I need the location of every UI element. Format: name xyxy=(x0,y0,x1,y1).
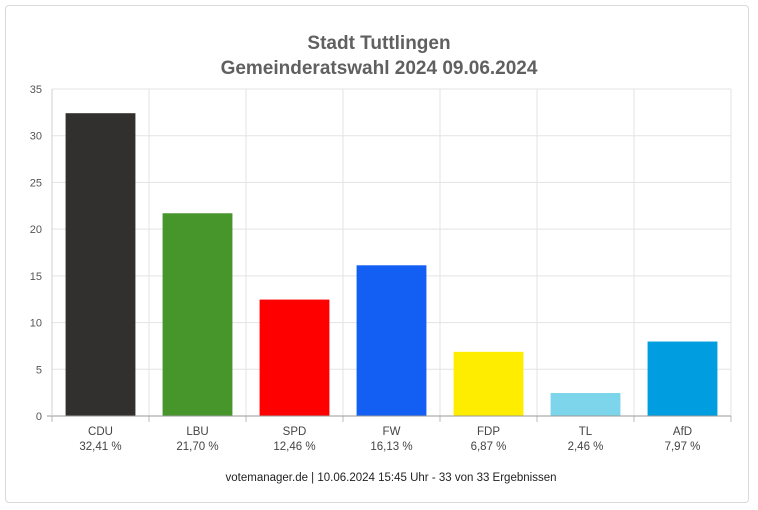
y-tick-label: 15 xyxy=(30,271,42,283)
chart-subtitle: Gemeinderatswahl 2024 09.06.2024 xyxy=(221,58,538,79)
bar-spd xyxy=(259,299,330,416)
y-tick-label: 5 xyxy=(36,364,42,376)
value-label: 7,97 % xyxy=(665,441,701,453)
bar-afd xyxy=(647,341,718,416)
category-label: SPD xyxy=(283,426,307,438)
bar-cdu xyxy=(65,113,136,416)
chart-title: Stadt Tuttlingen xyxy=(307,33,450,54)
y-tick-label: 35 xyxy=(30,84,42,96)
axes: 0 5 10 15 20 25 30 35 CDU 32,41 % LBU 21,70 % SPD 12,… xyxy=(30,84,732,453)
category-label: FW xyxy=(383,426,401,438)
bars xyxy=(65,113,718,416)
y-tick-label: 30 xyxy=(30,131,42,143)
bar-fdp xyxy=(453,351,524,416)
bar-lbu xyxy=(162,213,233,416)
value-label: 16,13 % xyxy=(370,441,412,453)
value-label: 21,70 % xyxy=(176,441,218,453)
category-label: TL xyxy=(579,426,593,438)
bar-tl xyxy=(550,393,621,416)
value-label: 12,46 % xyxy=(273,441,315,453)
y-tick-label: 10 xyxy=(30,318,42,330)
y-tick-label: 0 xyxy=(36,411,42,423)
footer-source: votemanager.de | 10.06.2024 15:45 Uhr - … xyxy=(226,472,557,484)
y-tick-label: 25 xyxy=(30,177,42,189)
value-label: 32,41 % xyxy=(79,441,121,453)
category-label: CDU xyxy=(88,426,113,438)
category-label: AfD xyxy=(673,426,692,438)
bar-fw xyxy=(356,265,427,416)
value-label: 2,46 % xyxy=(568,441,604,453)
category-label: LBU xyxy=(186,426,208,438)
category-label: FDP xyxy=(477,426,500,438)
y-tick-label: 20 xyxy=(30,224,42,236)
value-label: 6,87 % xyxy=(471,441,507,453)
